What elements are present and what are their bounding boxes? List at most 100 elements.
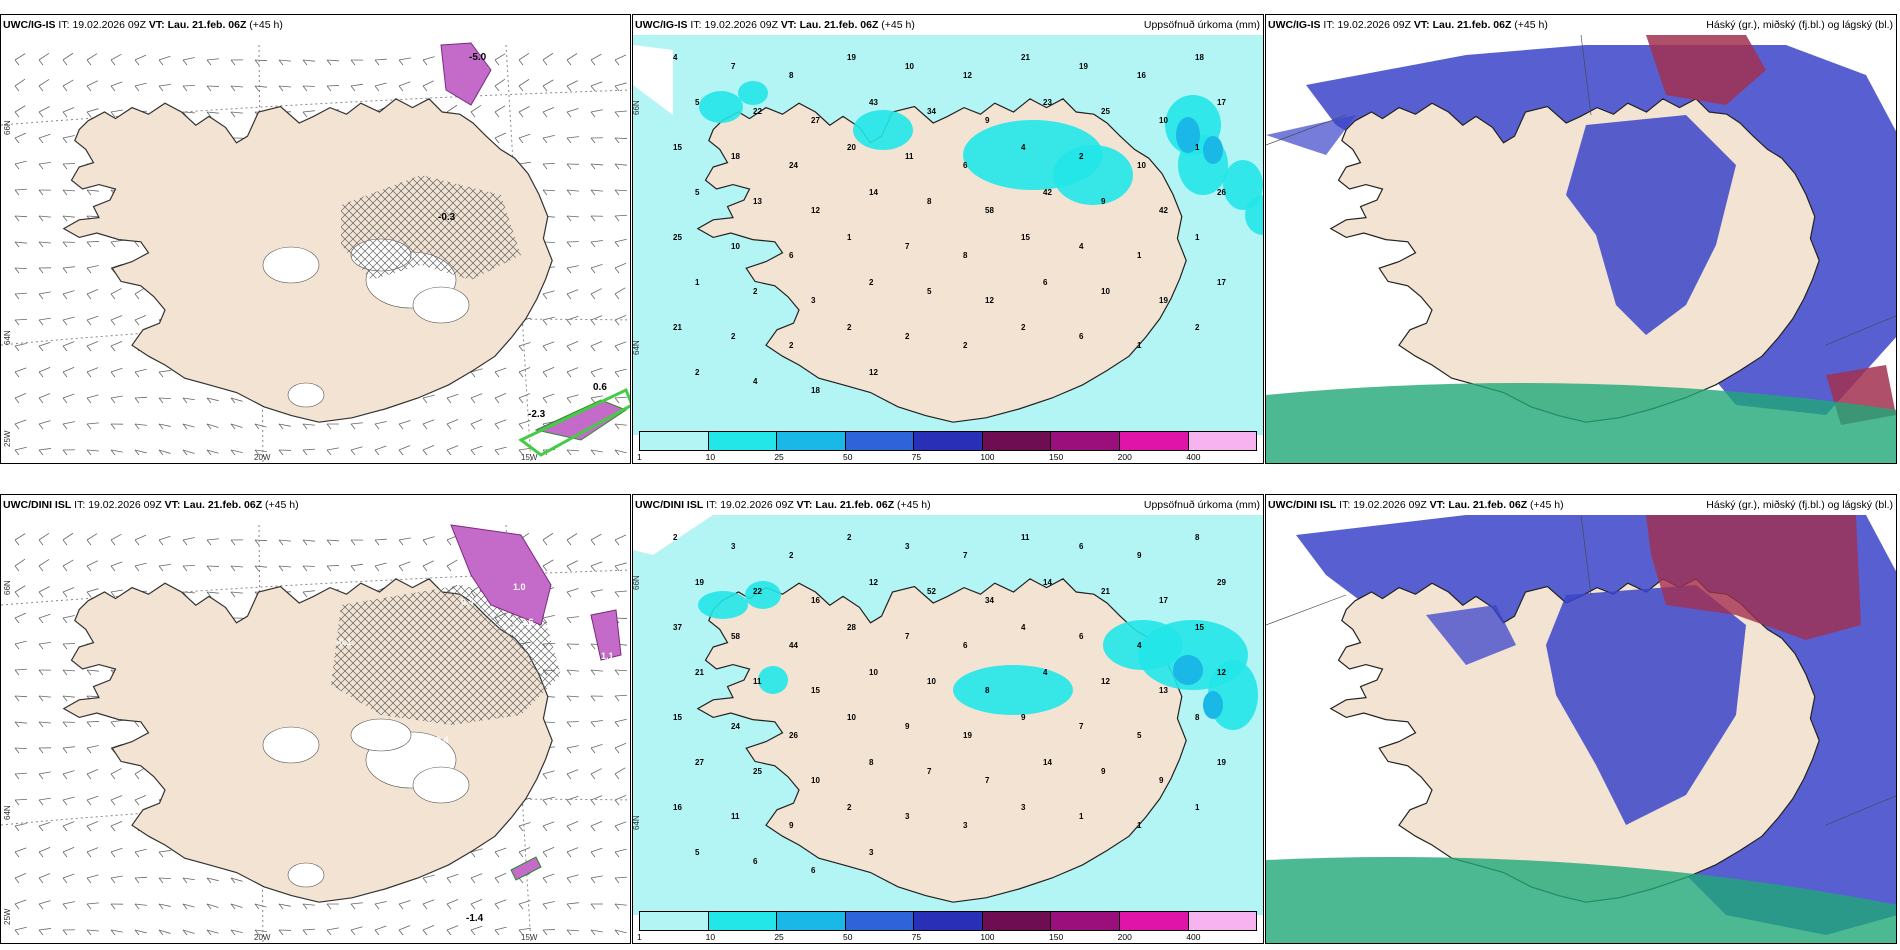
lat-label-66n: 66N — [3, 120, 12, 135]
map-wind-temp-igis: -5.0 -0.3 0.6 -2.3 — [1, 42, 630, 463]
precip-amount: 2 — [731, 332, 736, 341]
precip-amount: 3 — [905, 812, 910, 821]
colorbar-segment — [708, 432, 778, 450]
panel-cloud-igis: UWC/IG-IS IT: 19.02.2026 09Z VT: Lau. 21… — [1265, 14, 1897, 464]
precip-amount: 19 — [695, 578, 704, 587]
precip-amount: 8 — [789, 71, 794, 80]
precip-amount: 4 — [1021, 623, 1026, 632]
colorbar-label: 75 — [911, 452, 922, 462]
precip-amount: 1 — [695, 278, 700, 287]
precip-amount-labels: 2322371169819221612523414211729375844287… — [673, 533, 1226, 875]
precip-amount: 6 — [1079, 542, 1084, 551]
colorbar-label: 100 — [980, 452, 995, 462]
panel-wind-temp-igis: -5.0 -0.3 0.6 -2.3 UWC/IG-IS IT: 19.02.2026… — [0, 14, 631, 464]
precip-amount: 4 — [1021, 143, 1026, 152]
precip-amount: 2 — [695, 368, 700, 377]
precip-amount: 17 — [1159, 596, 1168, 605]
colorbar-segment — [1188, 432, 1257, 450]
precip-amount: 6 — [1043, 278, 1048, 287]
precip-amount: 4 — [673, 53, 678, 62]
value-label: -0.1 — [336, 637, 352, 647]
colorbar-label: 50 — [843, 932, 853, 942]
colorbar-label: 200 — [1117, 452, 1132, 462]
panel-header: UWC/IG-IS IT: 19.02.2026 09Z VT: Lau. 21… — [635, 19, 915, 31]
precip-amount: 9 — [1101, 767, 1106, 776]
precip-amount: 3 — [1021, 803, 1026, 812]
precip-amount: 8 — [963, 251, 968, 260]
precip-amount: 26 — [1217, 188, 1226, 197]
colorbar-segment — [914, 432, 983, 450]
precip-amount: 10 — [927, 677, 936, 686]
precip-amount: 12 — [869, 578, 878, 587]
precip-amount: 9 — [905, 722, 910, 731]
panel-title: Uppsöfnuð úrkoma (mm) — [1143, 19, 1260, 31]
value-label: -1.4 — [466, 913, 484, 924]
panel-header: UWC/IG-IS IT: 19.02.2026 09Z VT: Lau. 21… — [3, 19, 283, 31]
precip-amount: 8 — [869, 758, 874, 767]
value-label: 1.0 — [513, 582, 526, 592]
lon-label-15w: 15W — [521, 453, 538, 462]
precip-amount: 4 — [1079, 242, 1084, 251]
precip-amount: 5 — [695, 188, 700, 197]
panel-precip-dini: 2 3 2 2 3 7 11 6 9 8 19 22 16 12 52 34 14 21 17 29 37 58 44 28 7… — [632, 494, 1264, 944]
precip-amount: 19 — [1217, 758, 1226, 767]
precip-amount: 21 — [673, 323, 682, 332]
precip-amount: 11 — [1021, 533, 1030, 542]
precip-amount: 6 — [789, 251, 794, 260]
precip-amount: 28 — [847, 623, 856, 632]
precip-amount: 3 — [811, 296, 816, 305]
precip-amount: 19 — [963, 731, 972, 740]
precip-amount: 8 — [1195, 533, 1200, 542]
precip-amount: 8 — [1195, 713, 1200, 722]
precip-amount: 14 — [1043, 578, 1052, 587]
precip-amount: 7 — [905, 632, 910, 641]
lat-label-66n: 66N — [3, 580, 12, 595]
value-label: 0.4 — [461, 597, 474, 607]
value-label: -0.3 — [438, 212, 456, 223]
precip-amount: 3 — [963, 821, 968, 830]
colorbar-label: 10 — [705, 932, 716, 942]
precip-amount: 2 — [847, 323, 852, 332]
value-label: -2.3 — [528, 409, 546, 420]
glacier-patches — [262, 718, 470, 888]
precip-amount: 15 — [673, 713, 682, 722]
precip-amount: 2 — [753, 287, 758, 296]
precip-amount: 15 — [1021, 233, 1030, 242]
magenta-field — [440, 42, 492, 106]
precip-colorbar-labels: 1 10 25 50 75 100 150 200 400 — [637, 931, 1257, 943]
precip-amount: 6 — [811, 866, 816, 875]
precip-amount: 7 — [927, 767, 932, 776]
colorbar-segment — [1051, 432, 1120, 450]
low-cloud-over-land — [1566, 115, 1736, 335]
colorbar-segment — [845, 432, 915, 450]
lat-label-66n: 66N — [632, 100, 641, 115]
precip-amount: 4 — [1043, 668, 1048, 677]
colorbar-label: 200 — [1117, 932, 1132, 942]
precip-amount: 2 — [869, 278, 874, 287]
precip-amount: 27 — [811, 116, 820, 125]
value-label: 1.1 — [601, 651, 614, 661]
precip-amount: 18 — [811, 386, 820, 395]
lat-label-64n: 64N — [632, 340, 641, 355]
precip-amount: 10 — [847, 713, 856, 722]
precip-amount: 21 — [695, 668, 704, 677]
precip-amount: 4 — [1137, 641, 1142, 650]
precip-amount: 1 — [1137, 341, 1142, 350]
precip-amount: 15 — [1195, 623, 1204, 632]
precip-amount: 1 — [1079, 812, 1084, 821]
precip-amount: 10 — [1159, 116, 1168, 125]
precip-amount: 6 — [963, 641, 968, 650]
precip-amount: 2 — [1021, 323, 1026, 332]
precip-amount: 2 — [847, 803, 852, 812]
precip-amount: 6 — [1079, 632, 1084, 641]
colorbar-label: 100 — [980, 932, 995, 942]
lat-label-25w: 25W — [3, 430, 12, 447]
precip-amount: 52 — [927, 587, 936, 596]
precip-amount: 20 — [847, 143, 856, 152]
colorbar-segment — [777, 432, 846, 450]
precip-amount: 3 — [869, 848, 874, 857]
colorbar-segment — [1119, 432, 1189, 450]
precip-amount: 18 — [1195, 53, 1204, 62]
precip-amount: 6 — [753, 857, 758, 866]
precip-amount: 17 — [1217, 278, 1226, 287]
